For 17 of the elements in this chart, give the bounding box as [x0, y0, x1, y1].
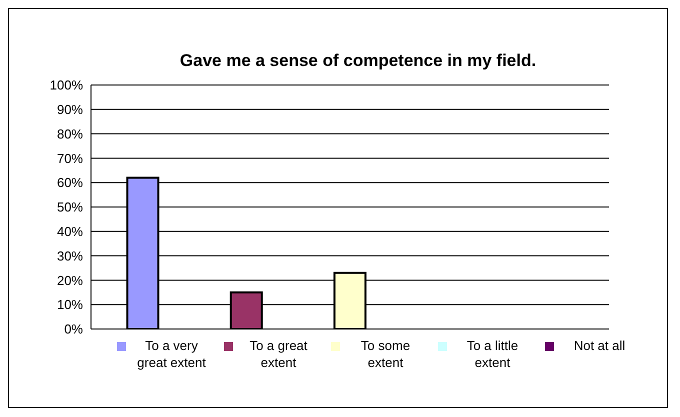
- y-tick-label: 20%: [56, 272, 84, 288]
- y-tick-label: 40%: [56, 224, 84, 240]
- y-tick-label: 50%: [56, 200, 84, 215]
- y-tick-label: 60%: [56, 175, 84, 190]
- y-tick-label: 10%: [56, 297, 84, 312]
- chart-title: Gave me a sense of competence in my field.: [178, 51, 538, 71]
- legend-label: To a little extent: [466, 337, 520, 371]
- legend-label: To a very great extent: [136, 337, 207, 371]
- legend-label: Not at all: [572, 337, 626, 354]
- y-tick-label: 0%: [64, 322, 84, 337]
- y-tick-label: 80%: [56, 126, 84, 142]
- y-tick-label: 90%: [56, 102, 84, 118]
- y-tick-label: 70%: [56, 150, 84, 166]
- legend-label: To a great extent: [248, 337, 308, 371]
- legend-label: To some extent: [360, 337, 412, 371]
- y-tick-label: 100%: [50, 78, 84, 93]
- y-tick-label: 30%: [56, 248, 84, 264]
